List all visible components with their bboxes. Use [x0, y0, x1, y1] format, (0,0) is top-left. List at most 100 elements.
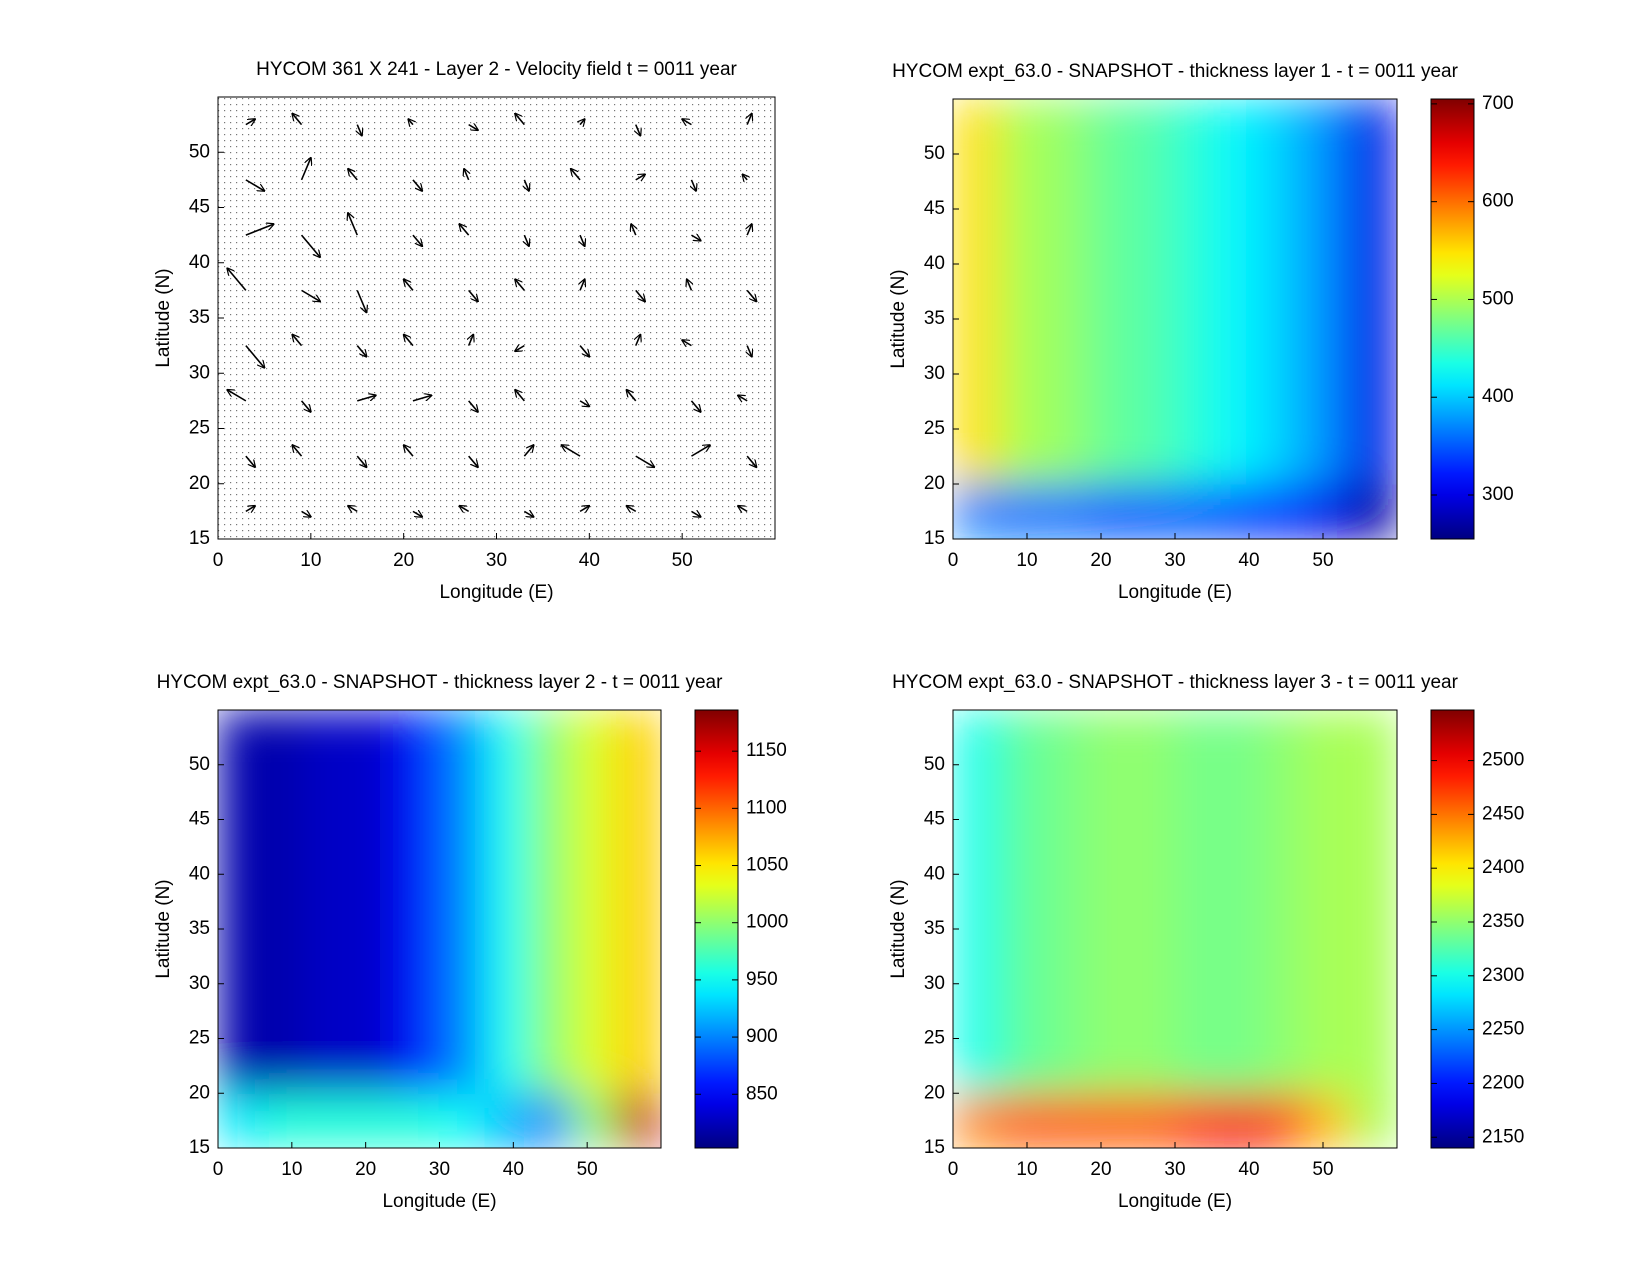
field-cell [1218, 99, 1265, 485]
velocity-arrow [348, 169, 358, 181]
y-tick-label: 25 [924, 418, 945, 439]
velocity-arrow [747, 114, 752, 125]
y-tick-label: 45 [189, 809, 210, 830]
y-tick-label: 40 [924, 863, 945, 884]
velocity-arrow [524, 179, 529, 191]
velocity-arrow [408, 119, 413, 125]
velocity-arrow [292, 445, 303, 457]
field-cell [571, 710, 618, 1094]
panel: HYCOM expt_63.0 - SNAPSHOT - thickness l… [888, 672, 1524, 1212]
x-tick-label: 50 [1312, 1159, 1333, 1180]
y-tick-label: 30 [924, 973, 945, 994]
field-cell [1130, 99, 1176, 485]
velocity-arrow [404, 445, 414, 457]
velocity-arrow [687, 279, 692, 291]
panel: HYCOM expt_63.0 - SNAPSHOT - thickness l… [153, 672, 788, 1212]
field [953, 99, 1397, 539]
velocity-arrow [412, 511, 422, 517]
velocity-arrow [468, 125, 478, 131]
field-cell [1352, 99, 1397, 485]
colorbar [1430, 98, 1475, 540]
x-tick-label: 10 [1016, 550, 1037, 571]
field-cell [1041, 99, 1087, 485]
field-cell [261, 710, 308, 1094]
velocity-arrow [635, 174, 645, 180]
velocity-arrow [691, 511, 700, 517]
velocity-arrow [635, 289, 645, 301]
y-tick-label: 25 [924, 1028, 945, 1049]
velocity-arrow [626, 390, 637, 402]
field-cell [616, 710, 661, 1094]
y-tick-label: 20 [189, 1082, 210, 1103]
velocity-arrow [356, 345, 366, 357]
field-cell [1352, 710, 1397, 1094]
y-tick-label: 15 [924, 528, 945, 549]
velocity-arrow [245, 455, 255, 467]
colorbar-tick-label: 850 [746, 1083, 778, 1104]
colorbar-tick-label: 300 [1482, 484, 1514, 505]
velocity-arrow [469, 335, 474, 346]
velocity-arrow [523, 445, 533, 457]
field-cell [1041, 710, 1087, 1094]
field-cell [306, 710, 352, 1094]
velocity-arrow [738, 395, 748, 401]
field-cell [527, 710, 573, 1094]
colorbar-tick-label: 700 [1482, 93, 1514, 114]
panel-title: HYCOM expt_63.0 - SNAPSHOT - thickness l… [892, 61, 1458, 82]
x-tick-label: 40 [503, 1159, 524, 1180]
y-tick-label: 35 [189, 918, 210, 939]
panel-title: HYCOM 361 X 241 - Layer 2 - Velocity fie… [256, 59, 737, 80]
colorbar-tick-label: 2450 [1482, 803, 1524, 824]
velocity-arrow [245, 224, 274, 236]
velocity-arrow [580, 234, 585, 246]
velocity-arrow [580, 119, 585, 125]
velocity-arrow [743, 174, 748, 180]
velocity-arrow [691, 235, 700, 241]
colorbar-tick-label: 500 [1482, 288, 1514, 309]
field-cell [953, 710, 998, 1094]
plot-area [218, 710, 661, 1148]
y-tick-label: 35 [924, 308, 945, 329]
colorbar-tick-label: 1100 [746, 797, 787, 818]
velocity-arrow [301, 511, 311, 517]
velocity-arrow [579, 506, 589, 512]
colorbar-tick-label: 2250 [1482, 1019, 1524, 1040]
x-tick-label: 40 [579, 550, 600, 571]
x-tick-label: 30 [1164, 1159, 1185, 1180]
velocity-arrow [626, 506, 637, 512]
x-tick-label: 0 [948, 550, 959, 571]
x-tick-label: 30 [429, 1159, 450, 1180]
colorbar-tick-label: 2500 [1482, 750, 1524, 771]
y-tick-label: 40 [924, 253, 945, 274]
velocity-arrow [682, 340, 692, 346]
velocity-arrow [357, 395, 376, 402]
velocity-arrow [524, 234, 529, 246]
velocity-arrow [348, 506, 358, 512]
y-axis-label: Latitude (N) [153, 879, 174, 978]
velocity-arrow [515, 279, 525, 291]
y-tick-label: 20 [924, 1082, 945, 1103]
velocity-arrow [468, 400, 478, 412]
x-tick-label: 10 [281, 1159, 302, 1180]
plot-area [953, 99, 1397, 539]
field-cell [1085, 99, 1132, 485]
velocity-arrow [301, 289, 321, 301]
velocity-arrow [245, 119, 255, 125]
x-tick-label: 50 [672, 550, 693, 571]
y-tick-label: 40 [189, 252, 210, 273]
colorbar-tick-label: 600 [1482, 191, 1514, 212]
field-cell [1130, 710, 1176, 1094]
colorbar-tick-label: 950 [746, 969, 778, 990]
colorbar-tick-label: 1150 [746, 740, 787, 761]
x-tick-label: 20 [1090, 1159, 1111, 1180]
x-tick-label: 20 [1090, 550, 1111, 571]
velocity-arrow [635, 455, 655, 467]
field-cell [953, 99, 998, 485]
y-tick-label: 40 [189, 863, 210, 884]
field-cell [1085, 710, 1132, 1094]
x-tick-label: 0 [213, 1159, 224, 1180]
y-tick-label: 50 [924, 143, 945, 164]
field-cell [996, 710, 1043, 1094]
colorbar-tick-label: 2200 [1482, 1072, 1524, 1093]
plot-area [218, 97, 775, 539]
